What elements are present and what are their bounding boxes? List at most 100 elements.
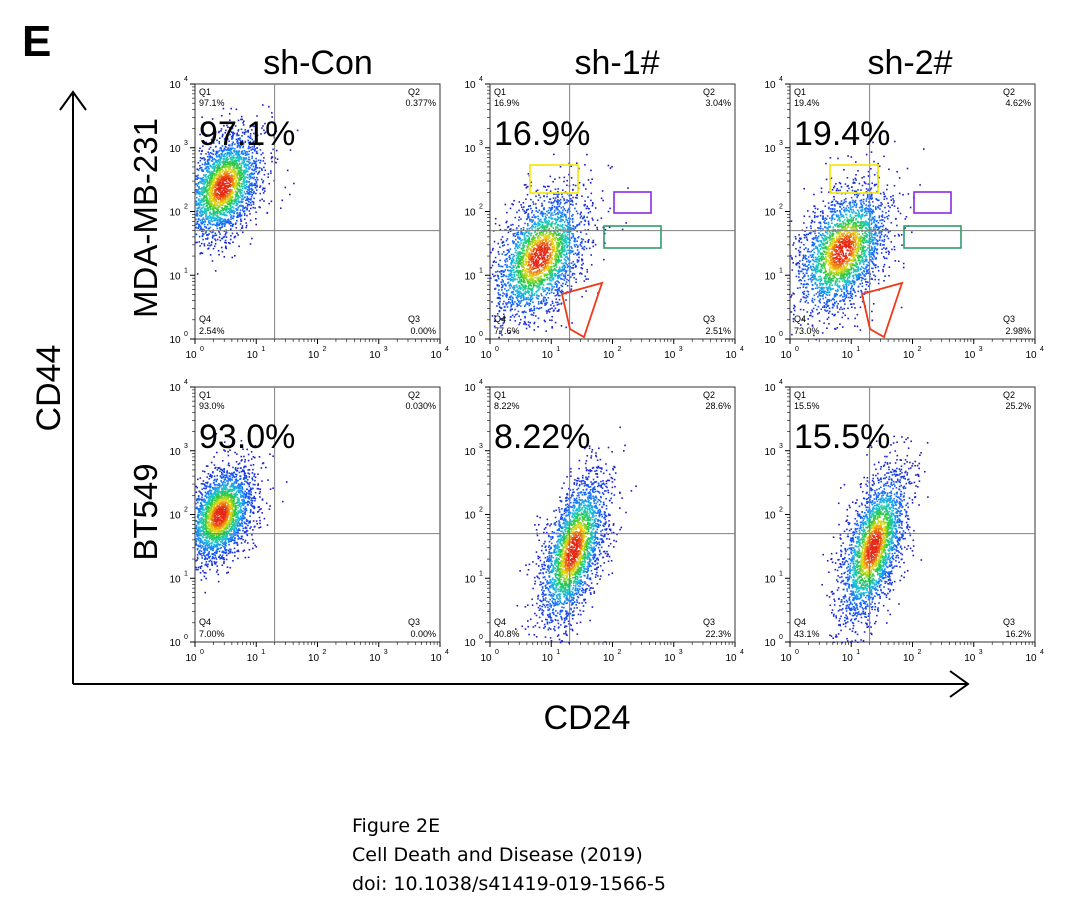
data-point (223, 149, 226, 151)
data-point (208, 181, 211, 183)
data-point (202, 190, 205, 192)
data-point (251, 183, 253, 186)
data-point (243, 214, 246, 216)
data-point (249, 137, 252, 139)
data-point (525, 327, 528, 330)
data-point (520, 300, 522, 303)
data-point (218, 195, 221, 197)
data-point (251, 176, 254, 179)
data-point (220, 168, 222, 171)
data-point (227, 172, 229, 175)
data-point (582, 262, 584, 265)
data-point (203, 180, 205, 183)
data-point (526, 246, 529, 249)
data-point (562, 236, 564, 238)
data-point (537, 235, 540, 237)
data-point (211, 152, 213, 155)
data-point (250, 207, 252, 210)
data-point (558, 228, 560, 231)
data-point (537, 244, 540, 247)
data-point (210, 244, 213, 246)
data-point (519, 274, 522, 276)
data-point (253, 184, 256, 186)
data-point (508, 250, 511, 252)
q3-value: 0.00% (410, 326, 436, 336)
data-point (200, 167, 202, 169)
data-point (517, 280, 519, 283)
data-point (554, 178, 556, 180)
data-point (233, 154, 235, 157)
data-point (495, 261, 497, 263)
data-point (529, 247, 531, 250)
data-point (254, 162, 256, 165)
data-point (520, 293, 523, 295)
data-point (253, 144, 256, 147)
data-point (494, 319, 497, 321)
data-point (519, 260, 521, 262)
data-point (236, 211, 239, 214)
data-point (241, 161, 244, 163)
data-point (547, 266, 550, 268)
data-point (518, 216, 521, 218)
data-point (517, 231, 520, 234)
data-point (222, 166, 225, 168)
data-point (197, 199, 200, 201)
data-point (289, 193, 291, 196)
data-point (570, 236, 573, 239)
data-point (518, 290, 520, 293)
data-point (520, 264, 523, 266)
data-point (223, 158, 225, 160)
data-point (558, 239, 561, 241)
data-point (527, 264, 529, 267)
data-point (553, 232, 555, 235)
data-point (564, 228, 567, 230)
data-point (237, 214, 239, 217)
data-point (542, 215, 544, 217)
data-point (546, 302, 548, 304)
data-point (204, 221, 206, 223)
data-point (213, 168, 216, 171)
data-point (567, 225, 569, 228)
x-axis-arrowhead (949, 670, 970, 698)
data-point (245, 166, 247, 169)
data-point (524, 315, 526, 318)
data-point (540, 262, 543, 265)
data-point (584, 203, 586, 206)
data-point (212, 136, 214, 139)
data-point (534, 280, 537, 282)
data-point (511, 314, 514, 317)
data-point (213, 181, 216, 183)
data-point (557, 205, 560, 208)
data-point (545, 262, 548, 264)
data-point (549, 233, 551, 235)
data-point (588, 208, 590, 210)
data-point (548, 185, 550, 188)
data-point (258, 170, 261, 173)
data-point (229, 144, 231, 146)
data-point (197, 174, 199, 177)
data-point (550, 201, 552, 204)
data-point (567, 257, 569, 260)
data-point (231, 180, 234, 182)
data-point (216, 225, 218, 227)
data-point (211, 183, 214, 186)
y-tick-exponent: 3 (184, 140, 188, 147)
data-point (222, 133, 224, 136)
data-point (216, 212, 218, 214)
data-point (240, 183, 243, 185)
data-point (548, 266, 551, 268)
data-point (546, 223, 548, 225)
data-point (548, 207, 551, 209)
data-point (558, 233, 560, 235)
data-point (515, 274, 518, 276)
data-point (517, 271, 519, 273)
data-point (546, 276, 548, 279)
data-point (509, 278, 512, 280)
data-point (520, 276, 522, 278)
data-point (543, 185, 545, 188)
data-point (198, 150, 201, 152)
data-point (230, 204, 232, 206)
data-point (552, 250, 554, 252)
data-point (557, 292, 559, 294)
data-point (493, 260, 495, 262)
